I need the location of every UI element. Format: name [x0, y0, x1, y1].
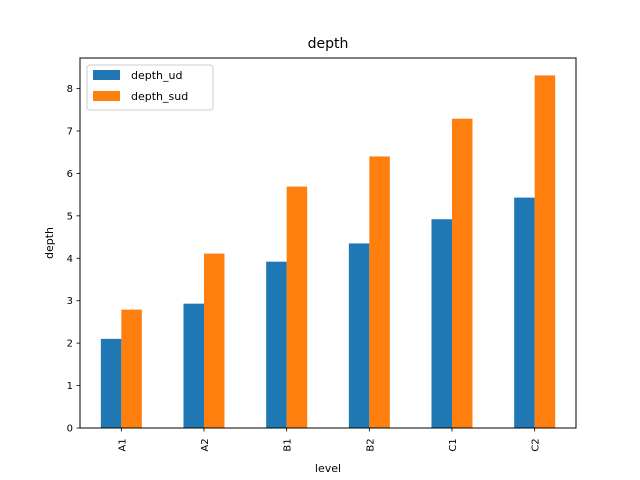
bar-depth_sud-C2 [534, 75, 556, 428]
x-tick-label: C2 [531, 438, 542, 451]
bar-depth_ud-A1 [100, 338, 122, 428]
y-tick-label: 8 [67, 84, 73, 95]
x-tick-label: A2 [200, 438, 211, 451]
legend-label-depth_sud: depth_sud [131, 90, 188, 103]
y-tick-label: 7 [67, 126, 73, 137]
x-axis-ticks: A1 A2 B1 B2 C1 C2 [117, 428, 542, 452]
bar-depth_sud-B1 [286, 186, 308, 428]
y-axis-ticks: 0 1 2 3 4 5 6 7 8 [67, 84, 80, 435]
x-tick-label: C1 [448, 438, 459, 451]
bar-depth_ud-C1 [431, 219, 452, 428]
chart-title: depth [308, 36, 349, 52]
bar-depth_sud-A2 [204, 253, 225, 428]
y-tick-label: 0 [67, 424, 73, 435]
legend-label-depth_ud: depth_ud [131, 69, 182, 82]
y-axis-label: depth [43, 227, 56, 259]
bar-depth_ud-B2 [348, 243, 370, 428]
bar-depth_sud-A1 [121, 309, 142, 428]
x-tick-label: B1 [283, 438, 294, 451]
plot-frame [79, 57, 577, 429]
legend-swatch-depth_sud [93, 91, 120, 101]
bar-depth_sud-C1 [452, 118, 473, 428]
y-tick-label: 2 [67, 339, 73, 350]
x-axis-label: level [315, 462, 341, 475]
y-tick-label: 5 [67, 211, 73, 222]
bars-group [100, 75, 556, 428]
y-tick-label: 3 [67, 296, 73, 307]
legend: depth_ud depth_sud [86, 64, 214, 111]
bar-depth_sud-B2 [369, 156, 390, 428]
y-tick-label: 4 [67, 254, 73, 265]
bar-depth_ud-C2 [514, 197, 535, 428]
x-tick-label: A1 [117, 438, 128, 451]
bar-depth_ud-B1 [266, 261, 287, 428]
y-tick-label: 1 [67, 381, 73, 392]
y-tick-label: 6 [67, 169, 73, 180]
x-tick-label: B2 [365, 438, 376, 451]
bar-depth_ud-A2 [183, 303, 204, 428]
legend-swatch-depth_ud [93, 70, 120, 80]
